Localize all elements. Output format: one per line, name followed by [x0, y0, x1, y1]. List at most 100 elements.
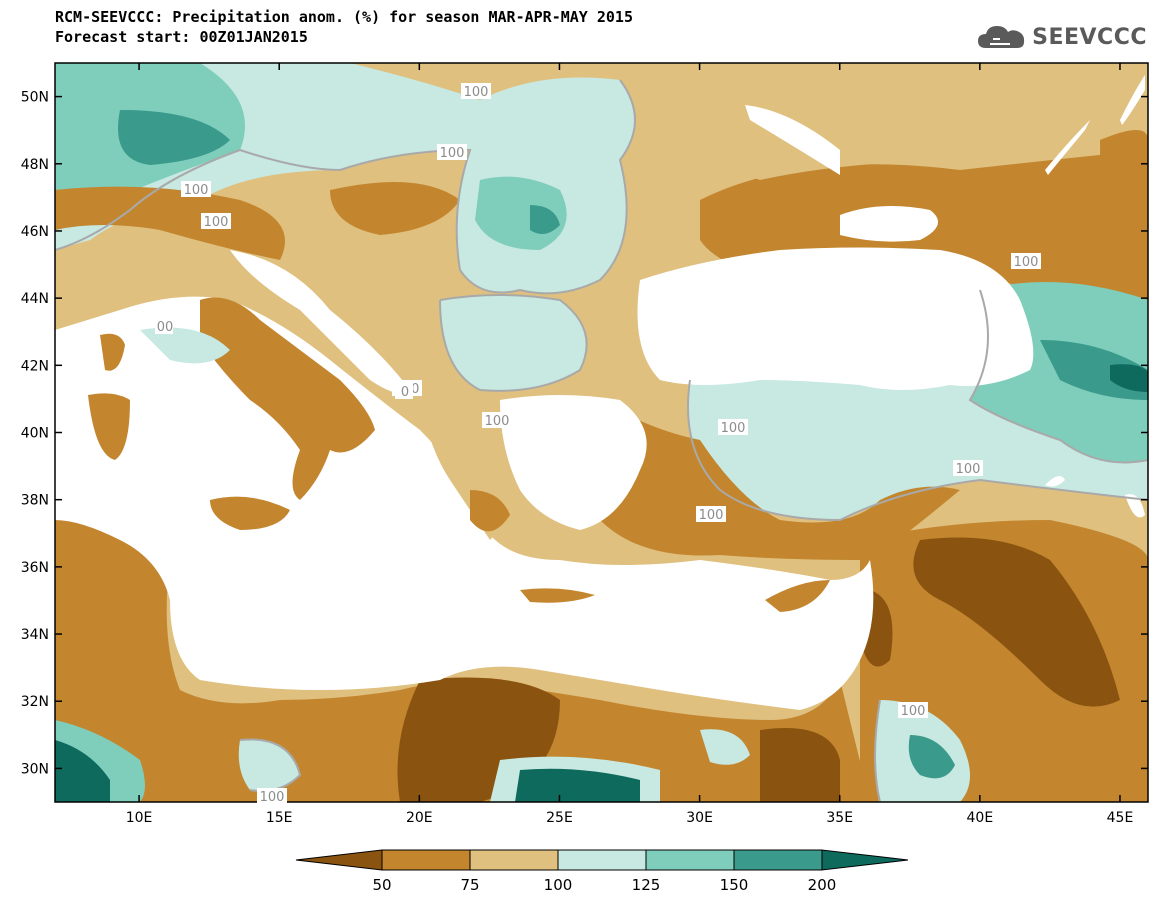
contour-label-100: 100	[181, 181, 211, 198]
wet-region-balkans	[440, 295, 587, 391]
colorbar-label: 100	[544, 876, 573, 894]
dry-region-hungary	[330, 182, 460, 235]
lat-tick-label: 38N	[21, 493, 49, 509]
wet-extreme-caucasus	[1110, 364, 1148, 392]
svg-text:100: 100	[464, 85, 489, 100]
black-sea	[637, 247, 1034, 390]
aegean-sea	[500, 395, 647, 530]
colorbar-box	[381, 849, 471, 871]
lon-tick-label: 40E	[967, 810, 994, 826]
sardinia	[88, 393, 130, 460]
logo-text: SEEVCCC	[1032, 24, 1147, 50]
lon-tick-label: 15E	[266, 810, 293, 826]
wet-region-tunisia-south	[238, 739, 300, 791]
lat-tick-label: 36N	[21, 560, 49, 576]
svg-text:100: 100	[956, 462, 981, 477]
wet-region-tuscany	[140, 327, 230, 364]
lat-tick-label: 46N	[21, 224, 49, 240]
crete	[520, 588, 595, 603]
peloponnese	[470, 490, 510, 532]
colorbar-label: 150	[720, 876, 749, 894]
adriatic-sea	[230, 250, 410, 394]
contour-label-partial: 00	[155, 318, 173, 335]
dry-region-caucasus-north	[1100, 130, 1148, 290]
lat-tick-label: 40N	[21, 426, 49, 442]
wet-extreme-algeria	[55, 740, 110, 802]
lat-tick-label: 32N	[21, 694, 49, 710]
wet-core-alps	[118, 110, 230, 165]
svg-text:0: 0	[401, 385, 409, 400]
cloud-logo-icon	[978, 26, 1025, 48]
wet-extreme-libya-egypt	[515, 768, 640, 802]
contour-label-partial: 0	[395, 383, 413, 400]
dry-region-south-turkey	[600, 400, 960, 560]
svg-text:100: 100	[184, 183, 209, 198]
light-dry-region-russia	[640, 63, 1148, 180]
missing-data-patch-5	[1125, 494, 1145, 518]
colorbar-label: 200	[808, 876, 837, 894]
contour-label-100: 100	[437, 144, 467, 161]
lat-tick-label: 42N	[21, 358, 49, 374]
colorbar-extend-low	[295, 849, 383, 871]
colorbar-label: 50	[372, 876, 391, 894]
contour-label-100: 100	[1011, 253, 1041, 270]
dry-core-syria	[913, 537, 1120, 707]
lon-tick-label: 45E	[1107, 810, 1134, 826]
missing-data-patch-3	[1120, 75, 1145, 125]
dry-region-north-africa	[55, 520, 870, 802]
lat-tick-label: 30N	[21, 761, 49, 777]
lat-tick-label: 48N	[21, 157, 49, 173]
lon-tick-label: 20E	[406, 810, 433, 826]
missing-data-patch	[745, 105, 840, 175]
svg-text:100: 100	[260, 790, 285, 805]
seevccc-logo: SEEVCCC	[976, 22, 1147, 52]
colorbar-box	[469, 849, 559, 871]
anomaly-field	[55, 63, 1148, 802]
wet-region-egypt-north	[700, 729, 750, 765]
wet-core-romania	[530, 205, 560, 234]
lon-tick-label: 35E	[826, 810, 853, 826]
latitude-axis: 50N 48N 46N 44N 42N 40N 38N 36N 34N 32N 30N	[21, 90, 1148, 777]
corsica	[100, 333, 125, 371]
cyprus	[765, 580, 830, 612]
map-subtitle: Forecast start: 00Z01JAN2015	[55, 28, 308, 46]
dry-core-egypt	[760, 728, 840, 802]
colorbar-box	[645, 849, 735, 871]
colorbar-extend-high	[821, 849, 909, 871]
svg-text:100: 100	[901, 704, 926, 719]
svg-text:100: 100	[485, 414, 510, 429]
svg-text:00: 00	[157, 320, 174, 335]
contour-label-100: 100	[696, 506, 726, 523]
colorbar-box	[557, 849, 647, 871]
wet-core-jordan	[908, 735, 955, 779]
colorbar-label: 125	[632, 876, 661, 894]
contour-label-100: 100	[461, 83, 491, 100]
contour-label-100: 100	[898, 702, 928, 719]
lon-tick-label: 30E	[686, 810, 713, 826]
map-title: RCM-SEEVCCC: Precipitation anom. (%) for…	[55, 8, 633, 26]
sicily	[210, 496, 290, 530]
svg-text:100: 100	[721, 421, 746, 436]
lat-tick-label: 34N	[21, 627, 49, 643]
colorbar-label: 75	[460, 876, 479, 894]
missing-data-patch-2	[1045, 120, 1090, 175]
contour-label-100: 100	[201, 213, 231, 230]
contour-labels: 100100100100100100100100100100100100000	[155, 83, 1041, 805]
lat-tick-label: 44N	[21, 291, 49, 307]
lon-tick-label: 25E	[546, 810, 573, 826]
lat-tick-label: 50N	[21, 90, 49, 106]
sea-of-azov	[840, 206, 938, 242]
colorbar: 50 75 100 125 150 200	[295, 849, 909, 894]
longitude-axis: 10E 15E 20E 25E 30E 35E 40E 45E	[126, 63, 1134, 826]
dry-region-north-italy	[55, 186, 285, 260]
italy-peninsula	[200, 297, 375, 500]
colorbar-box	[733, 849, 823, 871]
missing-data-patch-4	[1045, 476, 1065, 487]
contour-label-100: 100	[718, 419, 748, 436]
contour-label-100: 100	[482, 412, 512, 429]
contour-label-100: 100	[953, 460, 983, 477]
lon-tick-label: 10E	[126, 810, 153, 826]
contour-label-100: 100	[257, 788, 287, 805]
svg-text:100: 100	[440, 146, 465, 161]
